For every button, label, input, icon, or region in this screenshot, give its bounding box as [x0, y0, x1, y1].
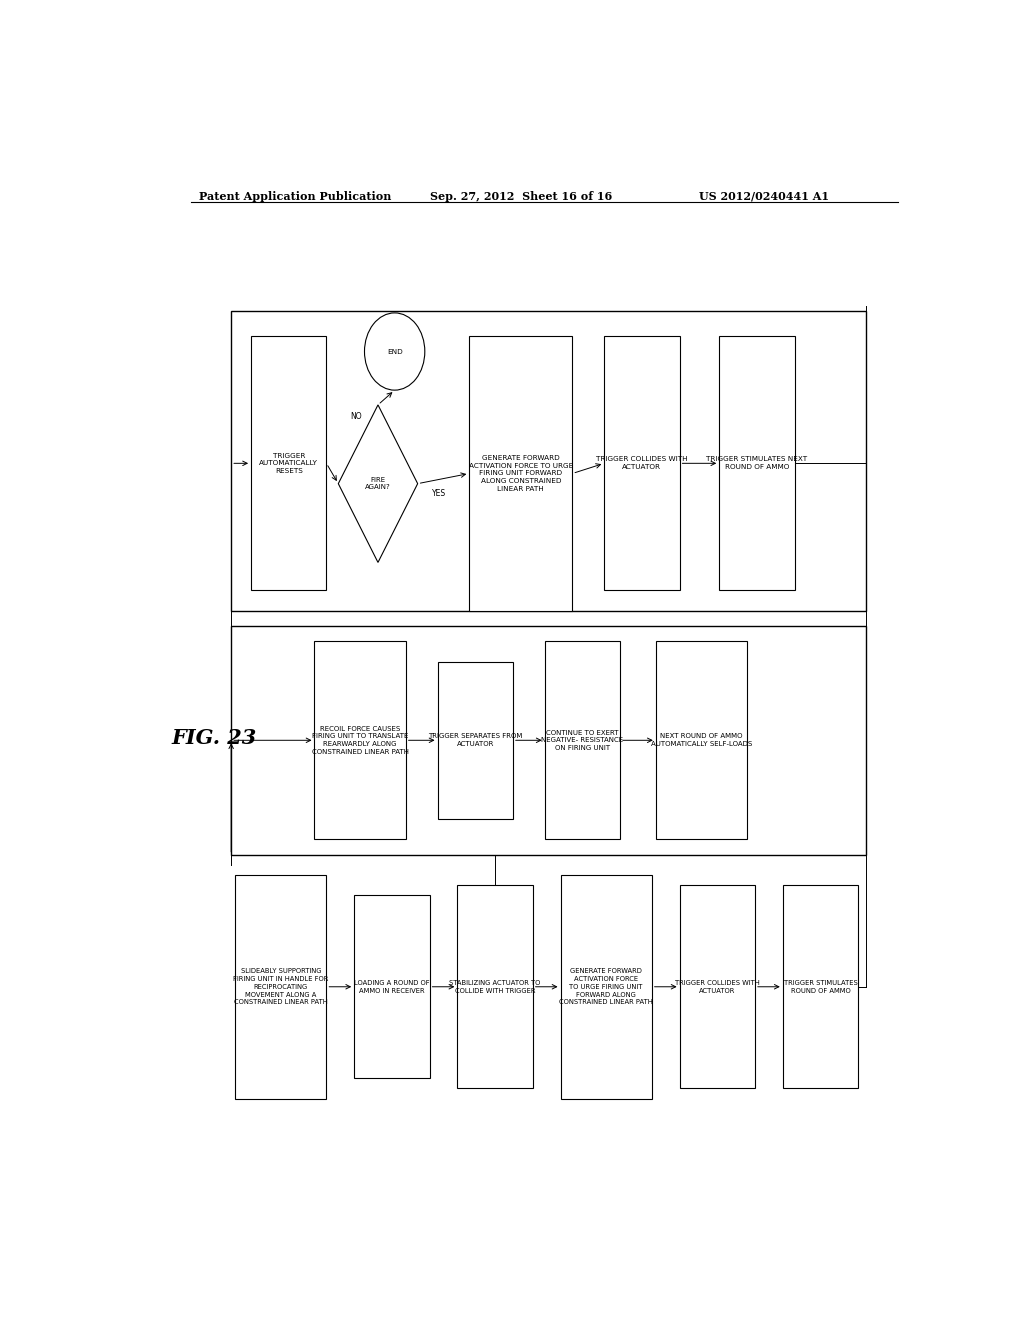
- Text: Patent Application Publication: Patent Application Publication: [200, 191, 392, 202]
- Bar: [655, 642, 748, 840]
- Bar: [560, 875, 652, 1098]
- Text: TRIGGER COLLIDES WITH
ACTUATOR: TRIGGER COLLIDES WITH ACTUATOR: [675, 979, 760, 994]
- Text: END: END: [387, 348, 402, 355]
- Bar: [314, 642, 406, 840]
- Text: GENERATE FORWARD
ACTIVATION FORCE TO URGE
FIRING UNIT FORWARD
ALONG CONSTRAINED
: GENERATE FORWARD ACTIVATION FORCE TO URG…: [469, 455, 573, 492]
- Text: CONTINUE TO EXERT
NEGATIVE- RESISTANCE
ON FIRING UNIT: CONTINUE TO EXERT NEGATIVE- RESISTANCE O…: [542, 730, 624, 751]
- Bar: [437, 661, 513, 818]
- Text: NO: NO: [351, 412, 362, 421]
- Bar: [545, 642, 621, 840]
- Text: TRIGGER COLLIDES WITH
ACTUATOR: TRIGGER COLLIDES WITH ACTUATOR: [596, 457, 688, 470]
- Bar: [231, 312, 866, 611]
- Text: FIRE
AGAIN?: FIRE AGAIN?: [366, 477, 391, 491]
- Bar: [236, 875, 327, 1098]
- Bar: [604, 337, 680, 590]
- Bar: [469, 337, 572, 611]
- Bar: [680, 886, 755, 1089]
- Ellipse shape: [365, 313, 425, 391]
- Bar: [231, 626, 866, 854]
- Bar: [719, 337, 795, 590]
- Polygon shape: [338, 405, 418, 562]
- Text: TRIGGER
AUTOMATICALLY
RESETS: TRIGGER AUTOMATICALLY RESETS: [259, 453, 318, 474]
- Text: TRIGGER STIMULATES
ROUND OF AMMO: TRIGGER STIMULATES ROUND OF AMMO: [783, 979, 857, 994]
- Text: Sep. 27, 2012  Sheet 16 of 16: Sep. 27, 2012 Sheet 16 of 16: [430, 191, 611, 202]
- Bar: [251, 337, 327, 590]
- Bar: [354, 895, 430, 1078]
- Text: TRIGGER SEPARATES FROM
ACTUATOR: TRIGGER SEPARATES FROM ACTUATOR: [428, 734, 522, 747]
- Text: RECOIL FORCE CAUSES
FIRING UNIT TO TRANSLATE
REARWARDLY ALONG
CONSTRAINED LINEAR: RECOIL FORCE CAUSES FIRING UNIT TO TRANS…: [311, 726, 409, 755]
- Text: NEXT ROUND OF AMMO
AUTOMATICALLY SELF-LOADS: NEXT ROUND OF AMMO AUTOMATICALLY SELF-LO…: [650, 734, 752, 747]
- Bar: [458, 886, 532, 1089]
- Text: US 2012/0240441 A1: US 2012/0240441 A1: [699, 191, 829, 202]
- Text: LOADING A ROUND OF
AMMO IN RECEIVER: LOADING A ROUND OF AMMO IN RECEIVER: [354, 979, 430, 994]
- Text: SLIDEABLY SUPPORTING
FIRING UNIT IN HANDLE FOR
RECIPROCATING
MOVEMENT ALONG A
CO: SLIDEABLY SUPPORTING FIRING UNIT IN HAND…: [233, 969, 329, 1006]
- Text: STABILIZING ACTUATOR TO
COLLIDE WITH TRIGGER: STABILIZING ACTUATOR TO COLLIDE WITH TRI…: [450, 979, 541, 994]
- Text: YES: YES: [432, 490, 446, 499]
- Text: FIG. 23: FIG. 23: [172, 727, 257, 747]
- Text: TRIGGER STIMULATES NEXT
ROUND OF AMMO: TRIGGER STIMULATES NEXT ROUND OF AMMO: [707, 457, 808, 470]
- Bar: [782, 886, 858, 1089]
- Text: GENERATE FORWARD
ACTIVATION FORCE
TO URGE FIRING UNIT
FORWARD ALONG
CONSTRAINED : GENERATE FORWARD ACTIVATION FORCE TO URG…: [559, 969, 653, 1006]
